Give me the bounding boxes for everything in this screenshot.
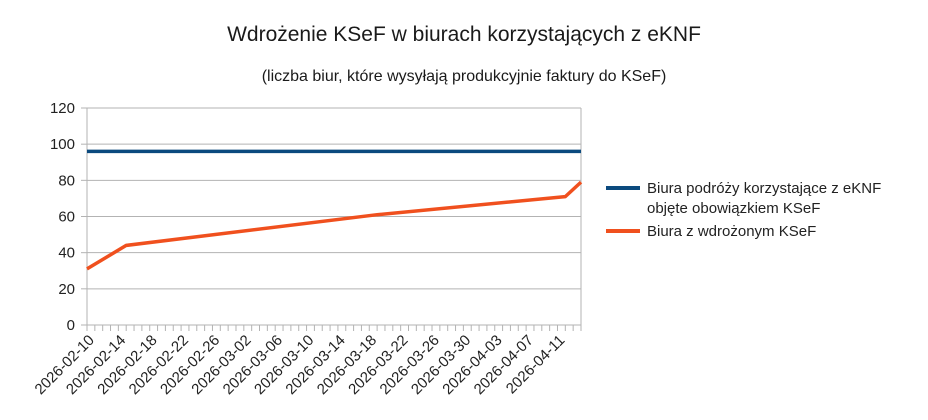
y-tick-label: 100 [50,136,75,153]
x-axis-ticks: 2026-02-102026-02-142026-02-182026-02-22… [32,332,569,398]
series-line-2 [86,180,583,271]
legend: Biura podróży korzystające z eKNF objęte … [606,180,881,240]
y-axis-ticks: 0 20 40 60 80 100 120 [50,100,75,334]
y-tick-label: 120 [50,100,75,117]
axes [86,108,582,331]
gridlines [81,107,581,326]
y-tick-label: 0 [67,317,75,334]
chart-subtitle: (liczba biur, które wysyłają produkcyjni… [262,68,667,85]
plot-area [86,149,583,271]
y-tick-label: 80 [58,172,75,189]
y-tick-label: 40 [58,245,75,262]
y-tick-label: 20 [58,281,75,298]
legend-label-2: Biura z wdrożonym KSeF [647,223,816,240]
y-tick-label: 60 [58,209,75,226]
legend-label-1: Biura podróży korzystające z eKNF objęte … [647,180,881,217]
chart-title: Wdrożenie KSeF w biurach korzystających … [227,23,701,46]
